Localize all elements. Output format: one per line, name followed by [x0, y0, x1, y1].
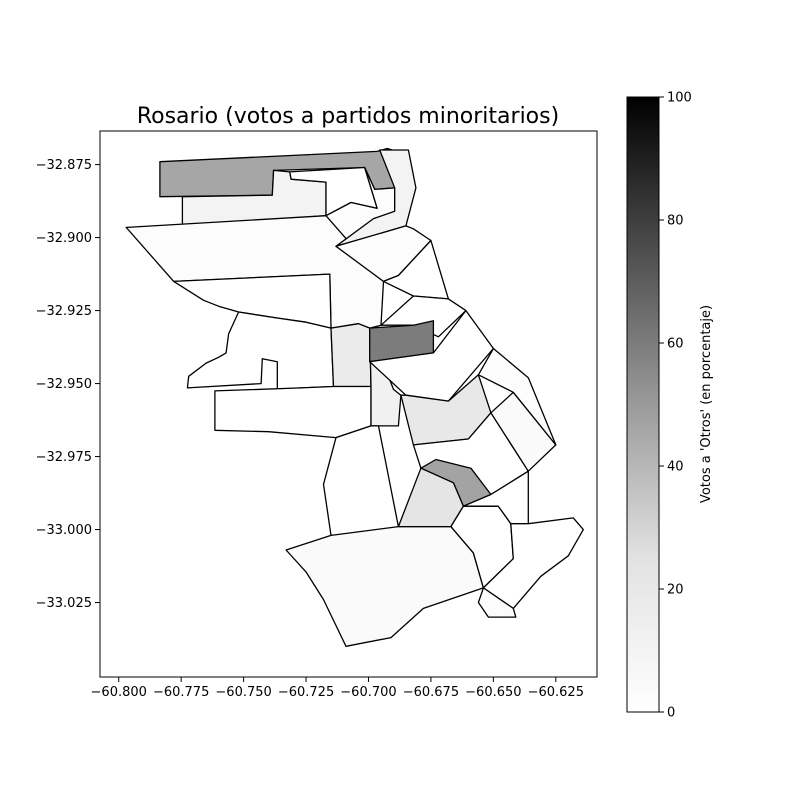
map-region	[397, 467, 465, 528]
map-region	[186, 311, 335, 391]
map-region	[380, 295, 467, 338]
map-region	[285, 525, 485, 647]
x-tick-label: −60.750	[215, 685, 271, 700]
map-region	[477, 587, 517, 618]
x-tick-label: −60.650	[465, 685, 521, 700]
map-region	[330, 323, 372, 388]
colorbar-label: Votos a 'Otros' (en porcentaje)	[699, 305, 714, 503]
plot-frame	[99, 130, 598, 678]
map-region	[477, 347, 557, 446]
colorbar-tick-label: 100	[667, 91, 692, 106]
map-region	[322, 425, 400, 537]
colorbar-tick-label: 0	[667, 706, 675, 721]
colorbar-tick-label: 80	[667, 214, 684, 229]
y-tick-label: −33.025	[36, 596, 92, 611]
x-tick-label: −60.800	[91, 685, 147, 700]
map-region	[369, 320, 435, 363]
colorbar-tick-label: 60	[667, 337, 684, 352]
y-tick-label: −32.950	[36, 377, 92, 392]
x-tick-label: −60.675	[403, 685, 459, 700]
colorbar-tick-label: 20	[667, 583, 684, 598]
map-region	[382, 239, 450, 300]
colorbar-tick-label: 40	[667, 460, 684, 475]
x-tick-label: −60.700	[340, 685, 396, 700]
x-tick-label: −60.625	[528, 685, 584, 700]
y-tick-label: −33.000	[36, 523, 92, 538]
y-tick-label: −32.875	[36, 158, 92, 173]
x-axis: −60.800 −60.775 −60.750 −60.725 −60.700 −60.6…	[91, 677, 584, 700]
map-regions	[125, 147, 584, 647]
colorbar	[626, 96, 660, 713]
map-region	[214, 385, 372, 439]
chart-title: Rosario (votos a partidos minoritarios)	[137, 104, 559, 129]
y-tick-label: −32.975	[36, 450, 92, 465]
y-tick-label: −32.925	[36, 304, 92, 319]
x-tick-label: −60.725	[278, 685, 334, 700]
y-axis: −32.875 −32.900 −32.925 −32.950 −32.975 −33.0…	[36, 158, 100, 611]
x-tick-label: −60.775	[153, 685, 209, 700]
colorbar-ticks: 0 20 40 60 80 100	[659, 91, 692, 721]
map-region	[482, 517, 584, 610]
y-tick-label: −32.900	[36, 231, 92, 246]
